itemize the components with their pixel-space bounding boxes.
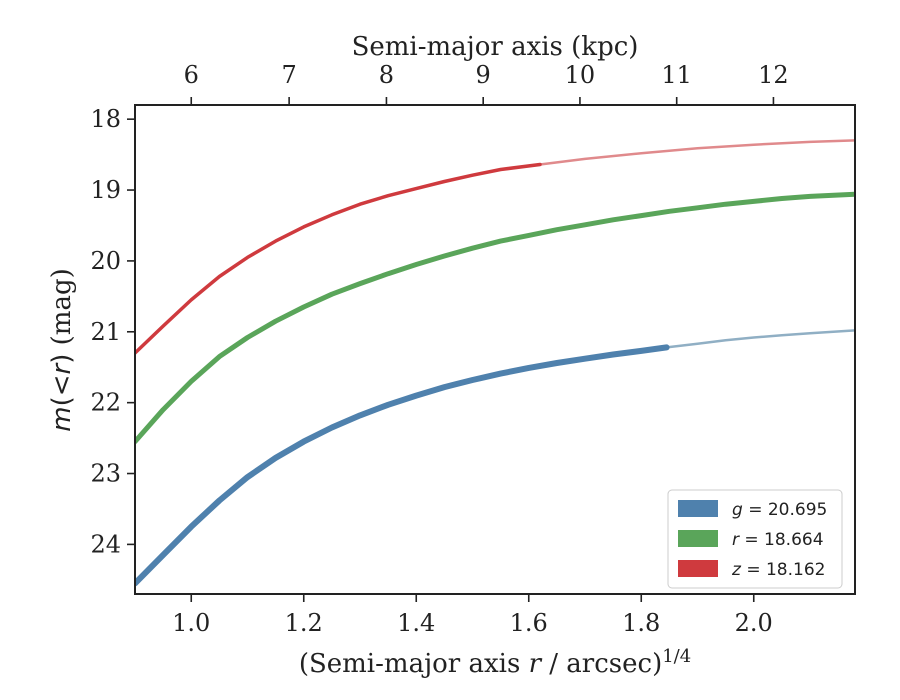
legend-swatch-z	[678, 560, 718, 577]
legend-label-z: z = 18.162	[731, 560, 825, 580]
y-tick-label-0: 18	[90, 105, 121, 133]
top-tick-label-0: 6	[184, 61, 199, 89]
y-axis-title-r: r	[47, 361, 77, 374]
top-tick-label-5: 11	[661, 61, 692, 89]
y-tick-label-3: 21	[90, 318, 121, 346]
plot-area	[135, 139, 855, 587]
legend-entry-r: r = 18.664	[678, 530, 824, 550]
legend-var-z: z	[731, 560, 742, 580]
y-axis-title: m(<r) (mag)	[47, 268, 77, 432]
x-axis-title-exponent: 1/4	[662, 646, 691, 667]
legend-entry-z: z = 18.162	[678, 560, 825, 580]
top-tick-label-6: 12	[758, 61, 789, 89]
y-axis-title-close-paren: )	[47, 354, 77, 364]
y-tick-label-6: 24	[90, 530, 121, 558]
axes: 1.0 1.2 1.4 1.6 1.8 2.0 18 19 20 21 22 23 24 6 7 8 9 10 11…	[90, 61, 788, 637]
legend-var-g: g	[732, 500, 743, 520]
y-tick-label-2: 20	[90, 247, 121, 275]
top-axis-title: Semi-major axis (kpc)	[352, 32, 639, 62]
series-line-g	[135, 344, 670, 587]
x-tick-label-5: 2.0	[735, 609, 773, 637]
legend-value-z: = 18.162	[741, 560, 826, 580]
y-axis-title-lt: <	[47, 374, 77, 396]
series-line-extrapolated-z	[538, 139, 855, 166]
x-axis-title-main: (Semi-major axis	[299, 649, 529, 679]
y-axis-title-var: m	[47, 406, 77, 431]
y-axis-title-open-paren: (	[47, 396, 77, 406]
top-tick-label-3: 9	[476, 61, 491, 89]
legend-value-r: = 18.664	[739, 530, 824, 550]
x-tick-label-3: 1.6	[510, 609, 548, 637]
x-tick-label-0: 1.0	[172, 609, 210, 637]
top-tick-label-1: 7	[281, 61, 296, 89]
top-tick-label-4: 10	[565, 61, 596, 89]
series-group	[135, 139, 855, 587]
x-tick-label-4: 1.8	[622, 609, 660, 637]
y-tick-label-5: 23	[90, 460, 121, 488]
x-axis-title-var: r	[529, 649, 543, 679]
legend-label-r: r = 18.664	[732, 530, 824, 550]
plot-frame	[134, 104, 856, 595]
legend-var-r: r	[732, 530, 740, 550]
y-axis-title-unit: (mag)	[47, 268, 77, 353]
series-line-extrapolated-g	[665, 329, 855, 349]
legend-swatch-g	[678, 500, 718, 517]
series-line-z	[135, 162, 542, 355]
legend-entry-g: g = 20.695	[678, 500, 827, 520]
legend-label-g: g = 20.695	[732, 500, 827, 520]
legend-value-g: = 20.695	[743, 500, 828, 520]
series-line-r	[135, 191, 855, 445]
y-tick-label-1: 19	[90, 176, 121, 204]
x-axis-title-mid: / arcsec)	[541, 649, 662, 679]
top-tick-label-2: 8	[379, 61, 394, 89]
x-tick-label-1: 1.2	[285, 609, 323, 637]
y-tick-label-4: 22	[90, 389, 121, 417]
x-tick-label-2: 1.4	[397, 609, 435, 637]
legend: g = 20.695 r = 18.664 z = 18.162	[667, 489, 843, 589]
x-axis-title: (Semi-major axis r / arcsec)1/4	[299, 646, 691, 679]
legend-swatch-r	[678, 530, 718, 547]
